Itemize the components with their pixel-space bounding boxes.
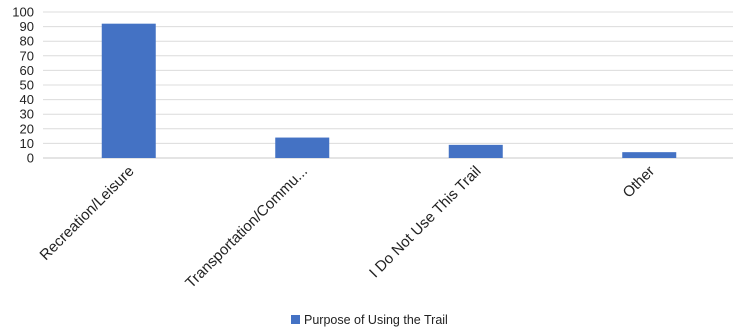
bar bbox=[448, 144, 503, 158]
x-category-label: I Do Not Use This Trail bbox=[366, 163, 485, 282]
y-tick-label: 0 bbox=[27, 151, 34, 166]
bar bbox=[101, 23, 156, 159]
x-axis-category-labels: Recreation/Leisure Transportation/Commu..… bbox=[37, 163, 659, 292]
y-tick-label: 70 bbox=[20, 48, 34, 63]
y-tick-label: 90 bbox=[20, 19, 34, 34]
x-category-label: Recreation/Leisure bbox=[37, 163, 138, 264]
legend-swatch bbox=[291, 315, 300, 324]
y-tick-label: 100 bbox=[12, 5, 34, 20]
bar bbox=[275, 137, 330, 158]
y-tick-label: 10 bbox=[20, 136, 34, 151]
legend-label: Purpose of Using the Trail bbox=[304, 313, 448, 327]
y-tick-label: 30 bbox=[20, 107, 34, 122]
x-category-label: Transportation/Commu... bbox=[182, 163, 311, 292]
legend: Purpose of Using the Trail bbox=[291, 313, 448, 327]
y-tick-label: 50 bbox=[20, 78, 34, 93]
bar bbox=[622, 152, 677, 158]
y-tick-label: 20 bbox=[20, 121, 34, 136]
x-category-label: Other bbox=[620, 163, 659, 202]
bars bbox=[101, 23, 677, 159]
y-tick-label: 60 bbox=[20, 63, 34, 78]
y-tick-label: 40 bbox=[20, 92, 34, 107]
gridlines bbox=[43, 11, 733, 159]
y-tick-label: 80 bbox=[20, 34, 34, 49]
